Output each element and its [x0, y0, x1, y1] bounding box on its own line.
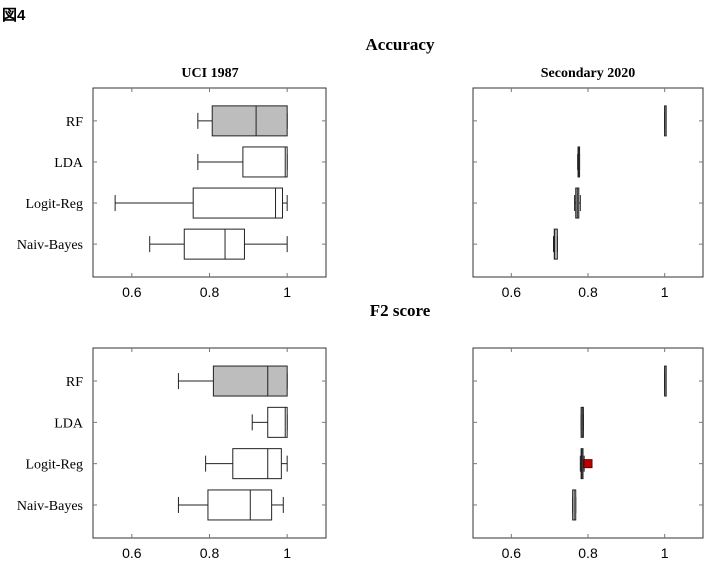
x-tick-label: 0.8 — [578, 545, 598, 561]
box-lda — [251, 406, 288, 438]
box-iqr — [211, 105, 288, 137]
boxplot-panel: 0.6 0.8 1 RF LDA Logit-Reg Naiv-Bayes — [17, 347, 327, 561]
section-title-accuracy: Accuracy — [366, 35, 435, 54]
category-label: RF — [66, 375, 83, 390]
section-title-f2: F2 score — [370, 301, 431, 320]
plot-frame — [472, 87, 704, 278]
boxplot-panel: 0.6 0.8 1 — [472, 347, 704, 561]
box-lda — [580, 406, 584, 438]
x-tick-label: 0.6 — [122, 545, 142, 561]
box-lda — [197, 146, 288, 178]
x-tick-label: 0.8 — [578, 284, 598, 300]
x-tick-label: 0.6 — [502, 545, 522, 561]
category-label: Naiv-Bayes — [17, 499, 83, 514]
box-iqr — [267, 406, 288, 438]
box-naiv-bayes — [149, 228, 288, 260]
box-rf — [177, 365, 288, 397]
box-rf — [664, 105, 667, 137]
box-logit-reg — [574, 187, 581, 219]
box-logit-reg — [579, 448, 593, 480]
boxplot-panel: 0.6 0.8 1 — [472, 87, 704, 300]
box-iqr — [232, 448, 282, 480]
category-label: LDA — [54, 416, 84, 431]
box-iqr — [207, 489, 273, 521]
box-naiv-bayes — [553, 228, 558, 260]
x-tick-label: 1 — [661, 545, 669, 561]
x-tick-label: 0.6 — [502, 284, 522, 300]
box-rf — [664, 365, 667, 397]
panel-title-uci: UCI 1987 — [181, 66, 238, 81]
box-naiv-bayes — [177, 489, 284, 521]
x-tick-label: 1 — [283, 284, 291, 300]
x-tick-label: 1 — [283, 545, 291, 561]
box-iqr — [183, 228, 245, 260]
box-iqr — [212, 365, 288, 397]
category-label: RF — [66, 115, 83, 130]
category-label: Logit-Reg — [25, 197, 83, 212]
x-tick-label: 0.8 — [200, 545, 220, 561]
x-tick-label: 1 — [661, 284, 669, 300]
outlier-marker — [583, 459, 593, 469]
panel-title-secondary: Secondary 2020 — [541, 66, 636, 81]
x-tick-label: 0.8 — [200, 284, 220, 300]
boxplot-panel: 0.6 0.8 1 RF LDA Logit-Reg Naiv-Bayes — [17, 87, 327, 300]
box-logit-reg — [114, 187, 288, 219]
box-logit-reg — [205, 448, 288, 480]
box-lda — [577, 146, 581, 178]
figure-label: 図4 — [2, 7, 26, 24]
category-label: Naiv-Bayes — [17, 238, 83, 253]
plot-frame — [472, 347, 704, 539]
box-iqr — [192, 187, 284, 219]
box-naiv-bayes — [572, 489, 577, 521]
category-label: Logit-Reg — [25, 458, 83, 473]
x-tick-label: 0.6 — [122, 284, 142, 300]
box-iqr — [242, 146, 288, 178]
category-label: LDA — [54, 156, 84, 171]
box-rf — [197, 105, 288, 137]
